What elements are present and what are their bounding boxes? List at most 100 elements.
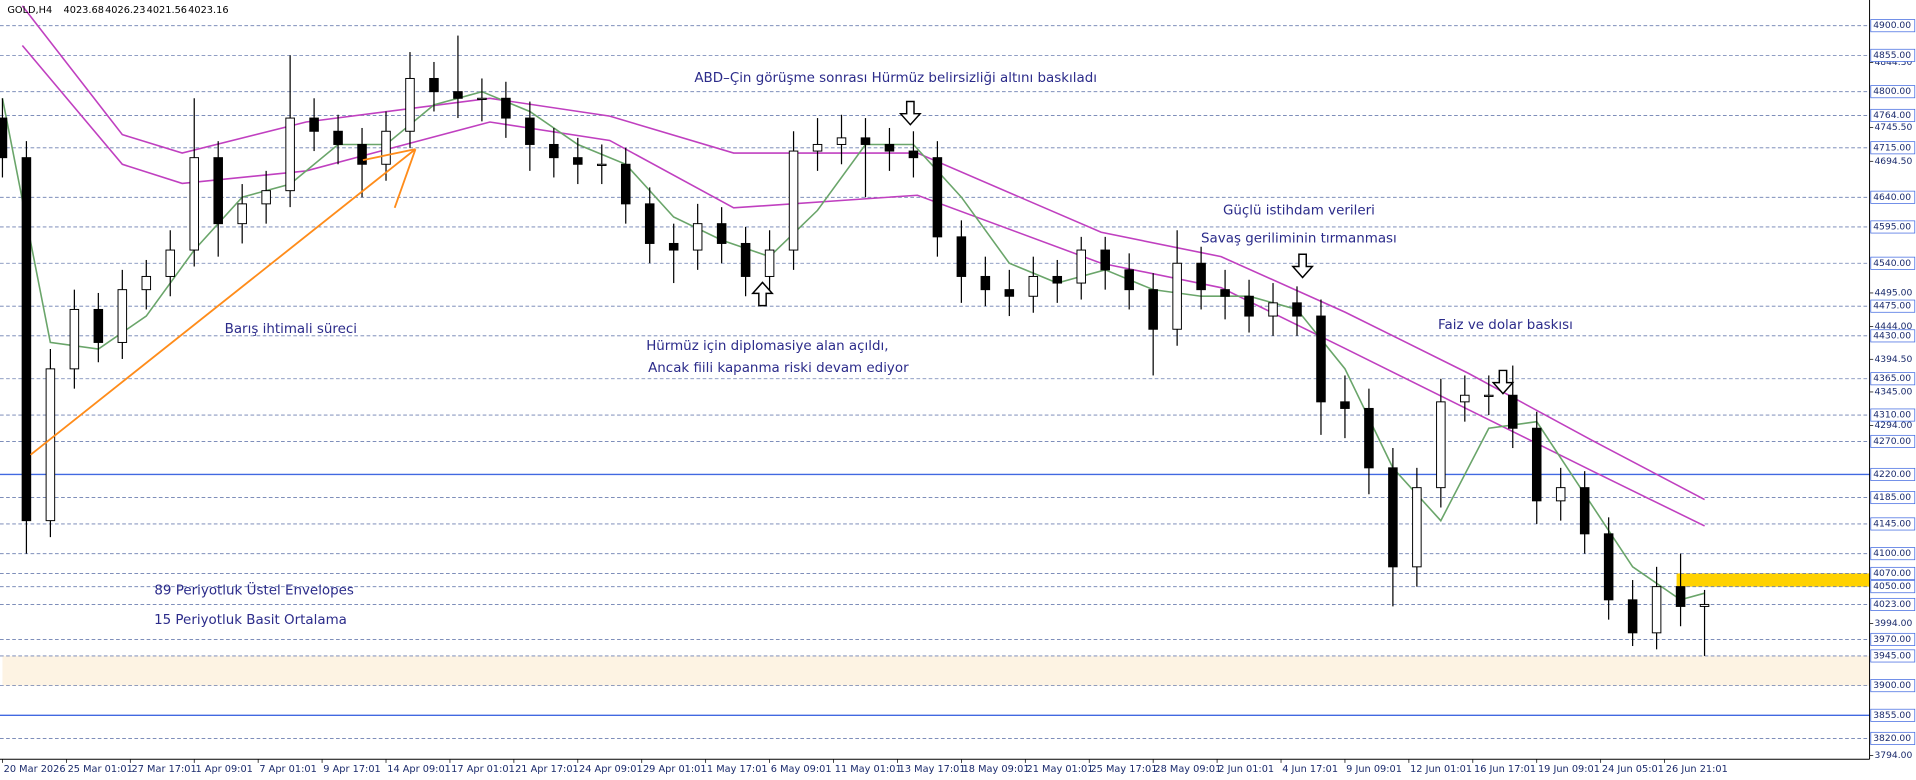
level-label: 4855.00 [1873, 50, 1911, 61]
level-label: 4185.00 [1873, 492, 1911, 503]
x-tick-label: 2 Jun 01:01 [1218, 764, 1274, 775]
level-label: 4900.00 [1873, 20, 1911, 31]
x-tick-label: 17 Apr 01:01 [451, 764, 515, 775]
level-box [1870, 547, 1916, 561]
x-tick-label: 27 Mar 17:01 [132, 764, 197, 775]
candle-body [573, 157, 583, 165]
level-box [1870, 372, 1916, 386]
x-tick-label: 6 May 09:01 [771, 764, 832, 775]
candle-body [716, 223, 727, 244]
level-label: 3820.00 [1873, 733, 1911, 744]
candle-body [525, 117, 535, 145]
trend-annotation [29, 100, 1514, 456]
level-label: 3970.00 [1873, 634, 1911, 645]
candle-body [189, 157, 199, 251]
level-box [1870, 649, 1916, 663]
annotation: ABD–Çin görüşme sonrası Hürmüz belirsizl… [694, 71, 1097, 86]
level-label: 4430.00 [1873, 330, 1911, 341]
header-symbol: GOLD,H4 [7, 5, 52, 16]
level-label: 4595.00 [1873, 221, 1911, 232]
candle-body [1004, 289, 1015, 297]
y-tick-label: 4345.00 [1874, 386, 1912, 397]
x-tick-label: 20 Mar 2026 [4, 764, 66, 775]
candle-body [501, 97, 511, 119]
candle-body [549, 143, 559, 159]
candle-body [309, 117, 319, 132]
candle-body [788, 150, 799, 251]
candle-body [1292, 302, 1302, 317]
x-tick-label: 21 May 01:01 [1027, 764, 1094, 775]
candle-body [932, 157, 943, 238]
x-tick-label: 21 Apr 17:01 [515, 764, 579, 775]
candle-body [1531, 427, 1542, 502]
level-box [1870, 408, 1916, 422]
candle-body [1172, 262, 1182, 330]
candle-body [1340, 401, 1350, 409]
x-tick-label: 4 Jun 17:01 [1282, 764, 1338, 775]
level-box [1870, 299, 1916, 313]
level-box [1870, 434, 1916, 448]
level-box [1870, 679, 1916, 693]
candle-body [117, 289, 128, 343]
level-label: 4070.00 [1873, 568, 1911, 579]
candle-body [644, 203, 655, 244]
indicator-line [21, 5, 1705, 501]
legend-label: 15 Periyotluk Basit Ortalama [154, 613, 347, 628]
level-label: 3855.00 [1873, 710, 1911, 721]
candle-body [453, 91, 463, 99]
zone [1676, 573, 1870, 587]
candle-body [141, 275, 152, 291]
level-box [1870, 708, 1916, 722]
candle-body [1220, 289, 1230, 297]
level-box [1870, 141, 1916, 155]
candle-body [1627, 599, 1638, 634]
level-label: 4310.00 [1873, 410, 1911, 421]
candle-body [1268, 302, 1278, 317]
x-tick-label: 25 Mar 01:01 [68, 764, 133, 775]
candle-body [884, 143, 895, 152]
candle-body [213, 157, 223, 225]
annotation: Faiz ve dolar baskısı [1438, 318, 1573, 333]
x-tick-label: 25 May 17:01 [1090, 764, 1157, 775]
candle-body [860, 137, 871, 145]
header-value: 4023.68 [64, 5, 104, 16]
level-box [1870, 517, 1916, 531]
candle-body [956, 236, 967, 277]
indicator-line [21, 44, 1705, 527]
trend-line [29, 148, 417, 456]
y-tick-label: 3794.00 [1874, 750, 1912, 761]
x-tick-label: 26 Jun 21:01 [1666, 764, 1728, 775]
x-tick-label: 9 Jun 09:01 [1346, 764, 1402, 775]
candle-body [1052, 275, 1063, 284]
candle-body [1675, 586, 1686, 607]
x-tick-label: 18 May 09:01 [963, 764, 1030, 775]
candle-body [1100, 249, 1110, 271]
candle-body [1555, 487, 1566, 502]
candle-body [1196, 262, 1206, 291]
x-tick-label: 14 Apr 09:01 [387, 764, 451, 775]
candle-body [0, 117, 8, 159]
candle-body [1076, 249, 1087, 284]
level-box [1870, 108, 1916, 122]
level-box [1870, 19, 1916, 33]
header-value: 4026.23 [105, 5, 145, 16]
level-label: 3900.00 [1873, 680, 1911, 691]
candle-body [1028, 275, 1039, 297]
candle-body [692, 223, 703, 251]
candle-body [668, 242, 679, 251]
candle-body [333, 130, 343, 145]
y-tick-label: 4394.50 [1874, 354, 1912, 365]
header-value: 4021.56 [147, 5, 187, 16]
candle-body [69, 308, 80, 370]
candle-body [620, 163, 631, 205]
x-tick-label: 13 May 17:01 [899, 764, 966, 775]
candle-body [908, 150, 919, 159]
level-box [1870, 491, 1916, 505]
candle-body [1651, 586, 1662, 634]
trend-arrow [362, 148, 416, 162]
level-label: 4100.00 [1873, 548, 1911, 559]
level-box [1870, 329, 1916, 343]
level-label: 4475.00 [1873, 301, 1911, 312]
